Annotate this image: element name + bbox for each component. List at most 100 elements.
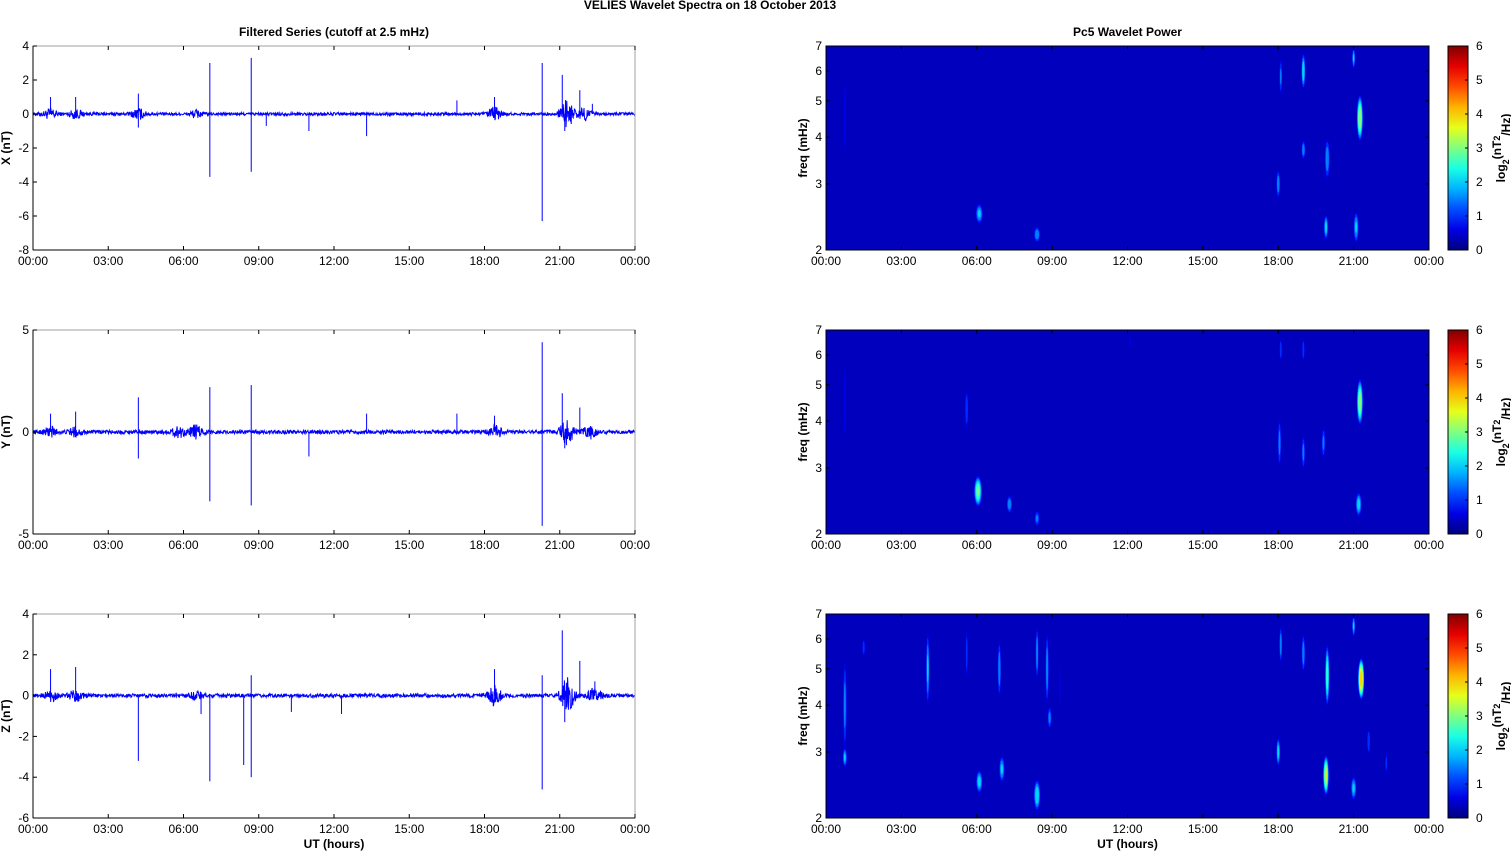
sp_x-power-blob [1324, 221, 1328, 234]
sp_y-colorbar-tick-label: 1 [1476, 493, 1483, 507]
sp_z-background [826, 614, 1429, 818]
sp_z-power-blob [1277, 744, 1280, 759]
ts_z-xtick-label: 18:00 [469, 822, 499, 836]
sp_y-colorbar-tick-label: 0 [1476, 527, 1483, 541]
ts_y-ylabel: Y (nT) [0, 415, 13, 449]
ts_x-ylabel: X (nT) [0, 131, 13, 165]
sp_z-colorbar-label-part: 2 [1492, 704, 1502, 709]
sp_z-colorbar-tick-label: 1 [1476, 777, 1483, 791]
sp_y-xtick-label: 09:00 [1037, 538, 1067, 552]
ts_x-title: Filtered Series (cutoff at 2.5 mHz) [239, 25, 429, 39]
sp_x-power-blob [1325, 146, 1329, 172]
ts_z-xtick-label: 03:00 [93, 822, 123, 836]
sp_x-colorbar-label-part: 2 [1501, 159, 1511, 164]
ts_z-xtick-label: 00:00 [18, 822, 48, 836]
sp_x-xtick-label: 18:00 [1263, 254, 1293, 268]
sp_x-ytick-label: 7 [815, 39, 822, 53]
ts_y-xtick-label: 00:00 [620, 538, 650, 552]
sp_y-background [826, 330, 1429, 534]
ts_x-xtick-label: 09:00 [244, 254, 274, 268]
ts_x-ytick-label: 0 [22, 107, 29, 121]
sp_x-power-blob [977, 209, 981, 218]
sp_y-colorbar-label-part: /Hz) [1499, 398, 1511, 420]
sp_y-ytick-label: 5 [815, 378, 822, 392]
sp_x-xtick-label: 06:00 [962, 254, 992, 268]
sp_z-ytick-label: 5 [815, 662, 822, 676]
sp_x-title: Pc5 Wavelet Power [1073, 25, 1182, 39]
sp_x-colorbar-tick-label: 4 [1476, 107, 1483, 121]
sp_y-power-blob [1035, 514, 1039, 522]
ts_x-plot-area [33, 46, 635, 250]
ts_y-ytick-label: -5 [18, 527, 29, 541]
sp_z-power-blob [977, 776, 981, 788]
sp_y-colorbar-tick-label: 2 [1476, 459, 1483, 473]
sp_z-colorbar-tick-label: 0 [1476, 811, 1483, 825]
ts_x-xtick-label: 18:00 [469, 254, 499, 268]
sp_y-ytick-label: 6 [815, 348, 822, 362]
sp_z-xtick-label: 18:00 [1263, 822, 1293, 836]
sp_x-ytick-label: 4 [815, 130, 822, 144]
ts_x-ytick-label: -8 [18, 243, 29, 257]
sp_x-ytick-label: 3 [815, 177, 822, 191]
ts_z-xtick-label: 06:00 [168, 822, 198, 836]
sp_z-power-blob [1058, 667, 1061, 705]
sp_y-ytick-label: 4 [815, 414, 822, 428]
sp_y-xtick-label: 06:00 [962, 538, 992, 552]
sp_x-power-blob [1355, 221, 1358, 234]
ts_x-ytick-label: 4 [22, 39, 29, 53]
sp_z-ytick-label: 7 [815, 607, 822, 621]
sp_z-power-blob [1326, 660, 1329, 691]
sp_z-power-blob [862, 641, 865, 654]
sp_x-xtick-label: 03:00 [886, 254, 916, 268]
sp_y-ylabel: freq (mHz) [796, 402, 810, 461]
sp_z-power-blob [1035, 786, 1039, 805]
ts_z-ytick-label: -4 [18, 770, 29, 784]
sp_z-power-blob [1359, 670, 1363, 687]
sp_y-power-blob [976, 486, 980, 497]
ts_x-xtick-label: 15:00 [394, 254, 424, 268]
sp_x-colorbar-tick-label: 6 [1476, 39, 1483, 53]
sp_z-xtick-label: 15:00 [1188, 822, 1218, 836]
sp_y-colorbar-tick-label: 5 [1476, 357, 1483, 371]
sp_y-colorbar-tick-label: 3 [1476, 425, 1483, 439]
sp_x-xtick-label: 15:00 [1188, 254, 1218, 268]
sp_z-colorbar-tick-label: 5 [1476, 641, 1483, 655]
sp_z-power-blob [844, 753, 846, 762]
ts_y-xtick-label: 09:00 [244, 538, 274, 552]
ts_y-xtick-label: 12:00 [319, 538, 349, 552]
sp_y-xtick-label: 00:00 [1414, 538, 1444, 552]
ts_y-ytick-label: 5 [22, 323, 29, 337]
sp_z-colorbar-tick-label: 4 [1476, 675, 1483, 689]
sp_x-power-blob [1302, 144, 1305, 156]
sp_x-heatmap [826, 46, 1429, 250]
ts_x-ytick-label: -2 [18, 141, 29, 155]
sp_x-colorbar-tick-label: 0 [1476, 243, 1483, 257]
sp_x-power-blob [1035, 229, 1040, 240]
sp_x-xtick-label: 12:00 [1112, 254, 1142, 268]
sp_y-colorbar-label-part: 2 [1492, 420, 1502, 425]
ts_x-ytick-label: -4 [18, 175, 29, 189]
ts_x-trace [32, 99, 636, 128]
sp_y-ytick-label: 7 [815, 323, 822, 337]
sp_z-power-blob [1352, 621, 1355, 631]
ts_z-xtick-label: 21:00 [545, 822, 575, 836]
sp_x-power-blob [1279, 68, 1282, 85]
ts_x-panel: -8 -6 -4 -2 0 2 4 X (nT) 00:00 03:00 06:00 09:00 12:… [0, 25, 650, 268]
sp_z-power-blob [1325, 768, 1327, 782]
ts_z-ytick-label: 0 [22, 689, 29, 703]
sp_y-power-blob [1278, 430, 1281, 456]
sp_x-colorbar-label-part: /Hz) [1499, 114, 1511, 136]
ts_z-xlabel: UT (hours) [304, 837, 365, 851]
sp_y-xtick-label: 21:00 [1339, 538, 1369, 552]
sp_x-colorbar-label-part: (nT [1490, 140, 1504, 159]
sp_y-heatmap [826, 330, 1429, 534]
sp_y-xtick-label: 12:00 [1112, 538, 1142, 552]
sp_z-colorbar-tick-label: 3 [1476, 709, 1483, 723]
sp_z-ytick-label: 3 [815, 745, 822, 759]
sp_x-xtick-label: 21:00 [1339, 254, 1369, 268]
ts_x-xtick-label: 00:00 [620, 254, 650, 268]
sp_y-xtick-label: 03:00 [886, 538, 916, 552]
